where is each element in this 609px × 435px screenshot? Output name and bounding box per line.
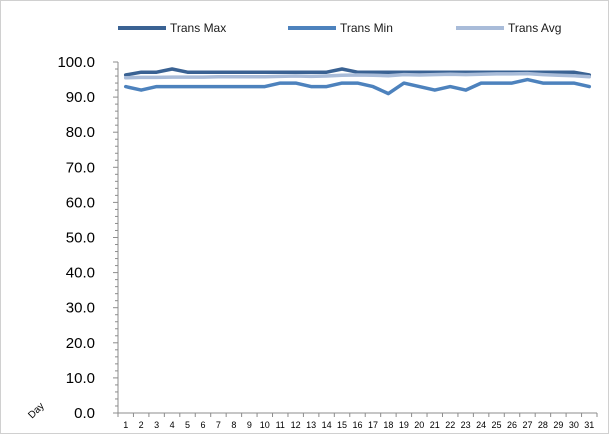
x-tick-label: 29	[553, 420, 563, 430]
x-tick-label: 10	[260, 420, 270, 430]
x-tick-label: 11	[276, 420, 285, 430]
x-tick-label: 2	[139, 420, 144, 430]
x-tick-label: 15	[337, 420, 347, 430]
y-tick-label: 40.0	[66, 265, 95, 282]
y-tick-label: 20.0	[66, 335, 95, 352]
legend-label: Trans Min	[340, 21, 393, 35]
x-tick-label: 16	[352, 420, 362, 430]
y-tick-label: 60.0	[66, 194, 95, 211]
legend: Trans Max Trans Min Trans Avg	[118, 21, 561, 35]
x-tick-label: 30	[569, 420, 579, 430]
x-axis: 1 2 3 4 5 6 7 8 9 10 11 12 13 14 15 16 17 18 19 20 21 22 23 24 2…	[117, 412, 598, 430]
x-tick-label: 3	[154, 420, 159, 430]
x-tick-label: 24	[476, 420, 486, 430]
x-tick-label: 31	[584, 420, 594, 430]
series-lines	[123, 67, 592, 96]
y-tick-label: 50.0	[66, 230, 95, 247]
y-tick-label: 90.0	[66, 89, 95, 106]
x-tick-label: 28	[538, 420, 548, 430]
y-tick-label: 30.0	[66, 300, 95, 317]
y-tick-label: 80.0	[66, 124, 95, 141]
x-tick-label: 25	[492, 420, 502, 430]
x-tick-label: 22	[445, 420, 455, 430]
x-tick-label: 18	[383, 420, 393, 430]
x-tick-label: 7	[216, 420, 221, 430]
x-axis-label: Day	[26, 401, 46, 421]
x-tick-label: 21	[430, 420, 440, 430]
x-tick-label: 1	[123, 420, 128, 430]
y-axis: 0.0 10.0 20.0 30.0 40.0 50.0 60.0 70.0 80.0 90.0 1…	[57, 54, 119, 422]
x-tick-label: 23	[461, 420, 471, 430]
series-line-3	[123, 71, 592, 80]
x-tick-label: 13	[306, 420, 316, 430]
x-tick-label: 8	[231, 420, 236, 430]
x-tick-label: 14	[322, 420, 332, 430]
y-tick-label: 70.0	[66, 159, 95, 176]
y-tick-label: 100.0	[57, 54, 95, 71]
x-tick-label: 19	[399, 420, 409, 430]
series-line-2	[123, 77, 592, 96]
legend-label: Trans Avg	[508, 21, 561, 35]
x-tick-label: 26	[507, 420, 517, 430]
x-tick-label: 27	[522, 420, 532, 430]
x-tick-label: 12	[291, 420, 301, 430]
x-tick-label: 17	[368, 420, 378, 430]
y-tick-label: 0.0	[74, 405, 95, 422]
y-tick-label: 10.0	[66, 370, 95, 387]
x-tick-label: 5	[185, 420, 190, 430]
x-tick-label: 4	[170, 420, 175, 430]
x-tick-label: 9	[247, 420, 252, 430]
x-tick-label: 20	[414, 420, 424, 430]
legend-label: Trans Max	[170, 21, 226, 35]
x-tick-label: 6	[200, 420, 205, 430]
